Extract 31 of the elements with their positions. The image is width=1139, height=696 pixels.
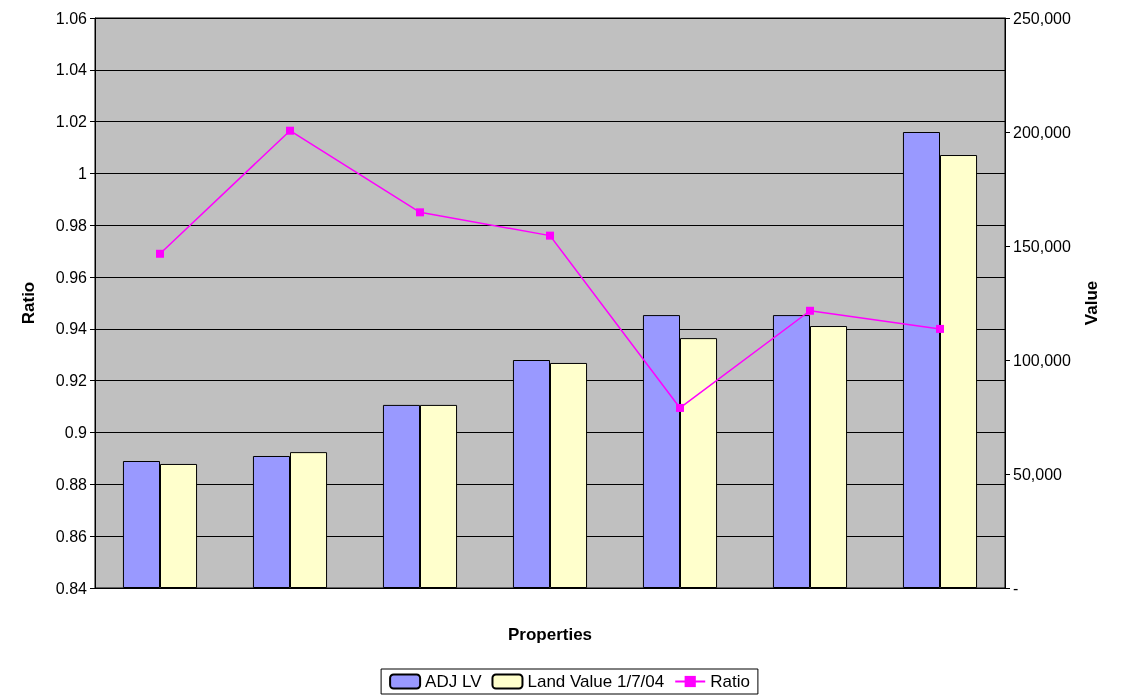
y-tick-label: 1 [78,164,88,182]
y-tick-label: 0.9 [64,424,88,442]
point [806,306,814,315]
y-tick-label: 0.92 [55,372,88,390]
point [416,208,424,217]
y2-tick-label: 200,000 [1013,123,1071,141]
legend-label: Ratio [710,672,750,691]
y-tick-label: 0.84 [55,579,88,597]
y-tick-label: 0.98 [55,216,88,234]
point [156,249,164,258]
y-tick-label: 0.96 [55,268,88,286]
y2-tick-label: 50,000 [1013,465,1063,483]
y2-tick-label: 150,000 [1013,237,1071,255]
x-axis-title: Properties [507,625,593,644]
point [676,403,684,412]
y-tick-label: 1.02 [55,113,88,131]
y-tick-label: 0.86 [55,527,88,545]
point [936,324,944,333]
y2-tick-label: 100,000 [1013,351,1071,369]
y-tick-label: 0.94 [55,320,88,338]
y-axis-title: Ratio [19,281,38,325]
y2-tick-label: - [1013,579,1019,597]
y-tick-label: 1.06 [55,9,88,27]
legend-label: Land Value 1/7/04 [527,672,665,691]
point [546,231,554,240]
y-tick-label: 1.04 [55,61,88,79]
legend-label: ADJ LV [425,672,483,691]
point [286,126,294,135]
y-tick-label: 0.88 [55,475,88,493]
y2-axis-title: Value [1082,280,1101,326]
y2-tick-label: 250,000 [1013,9,1071,27]
